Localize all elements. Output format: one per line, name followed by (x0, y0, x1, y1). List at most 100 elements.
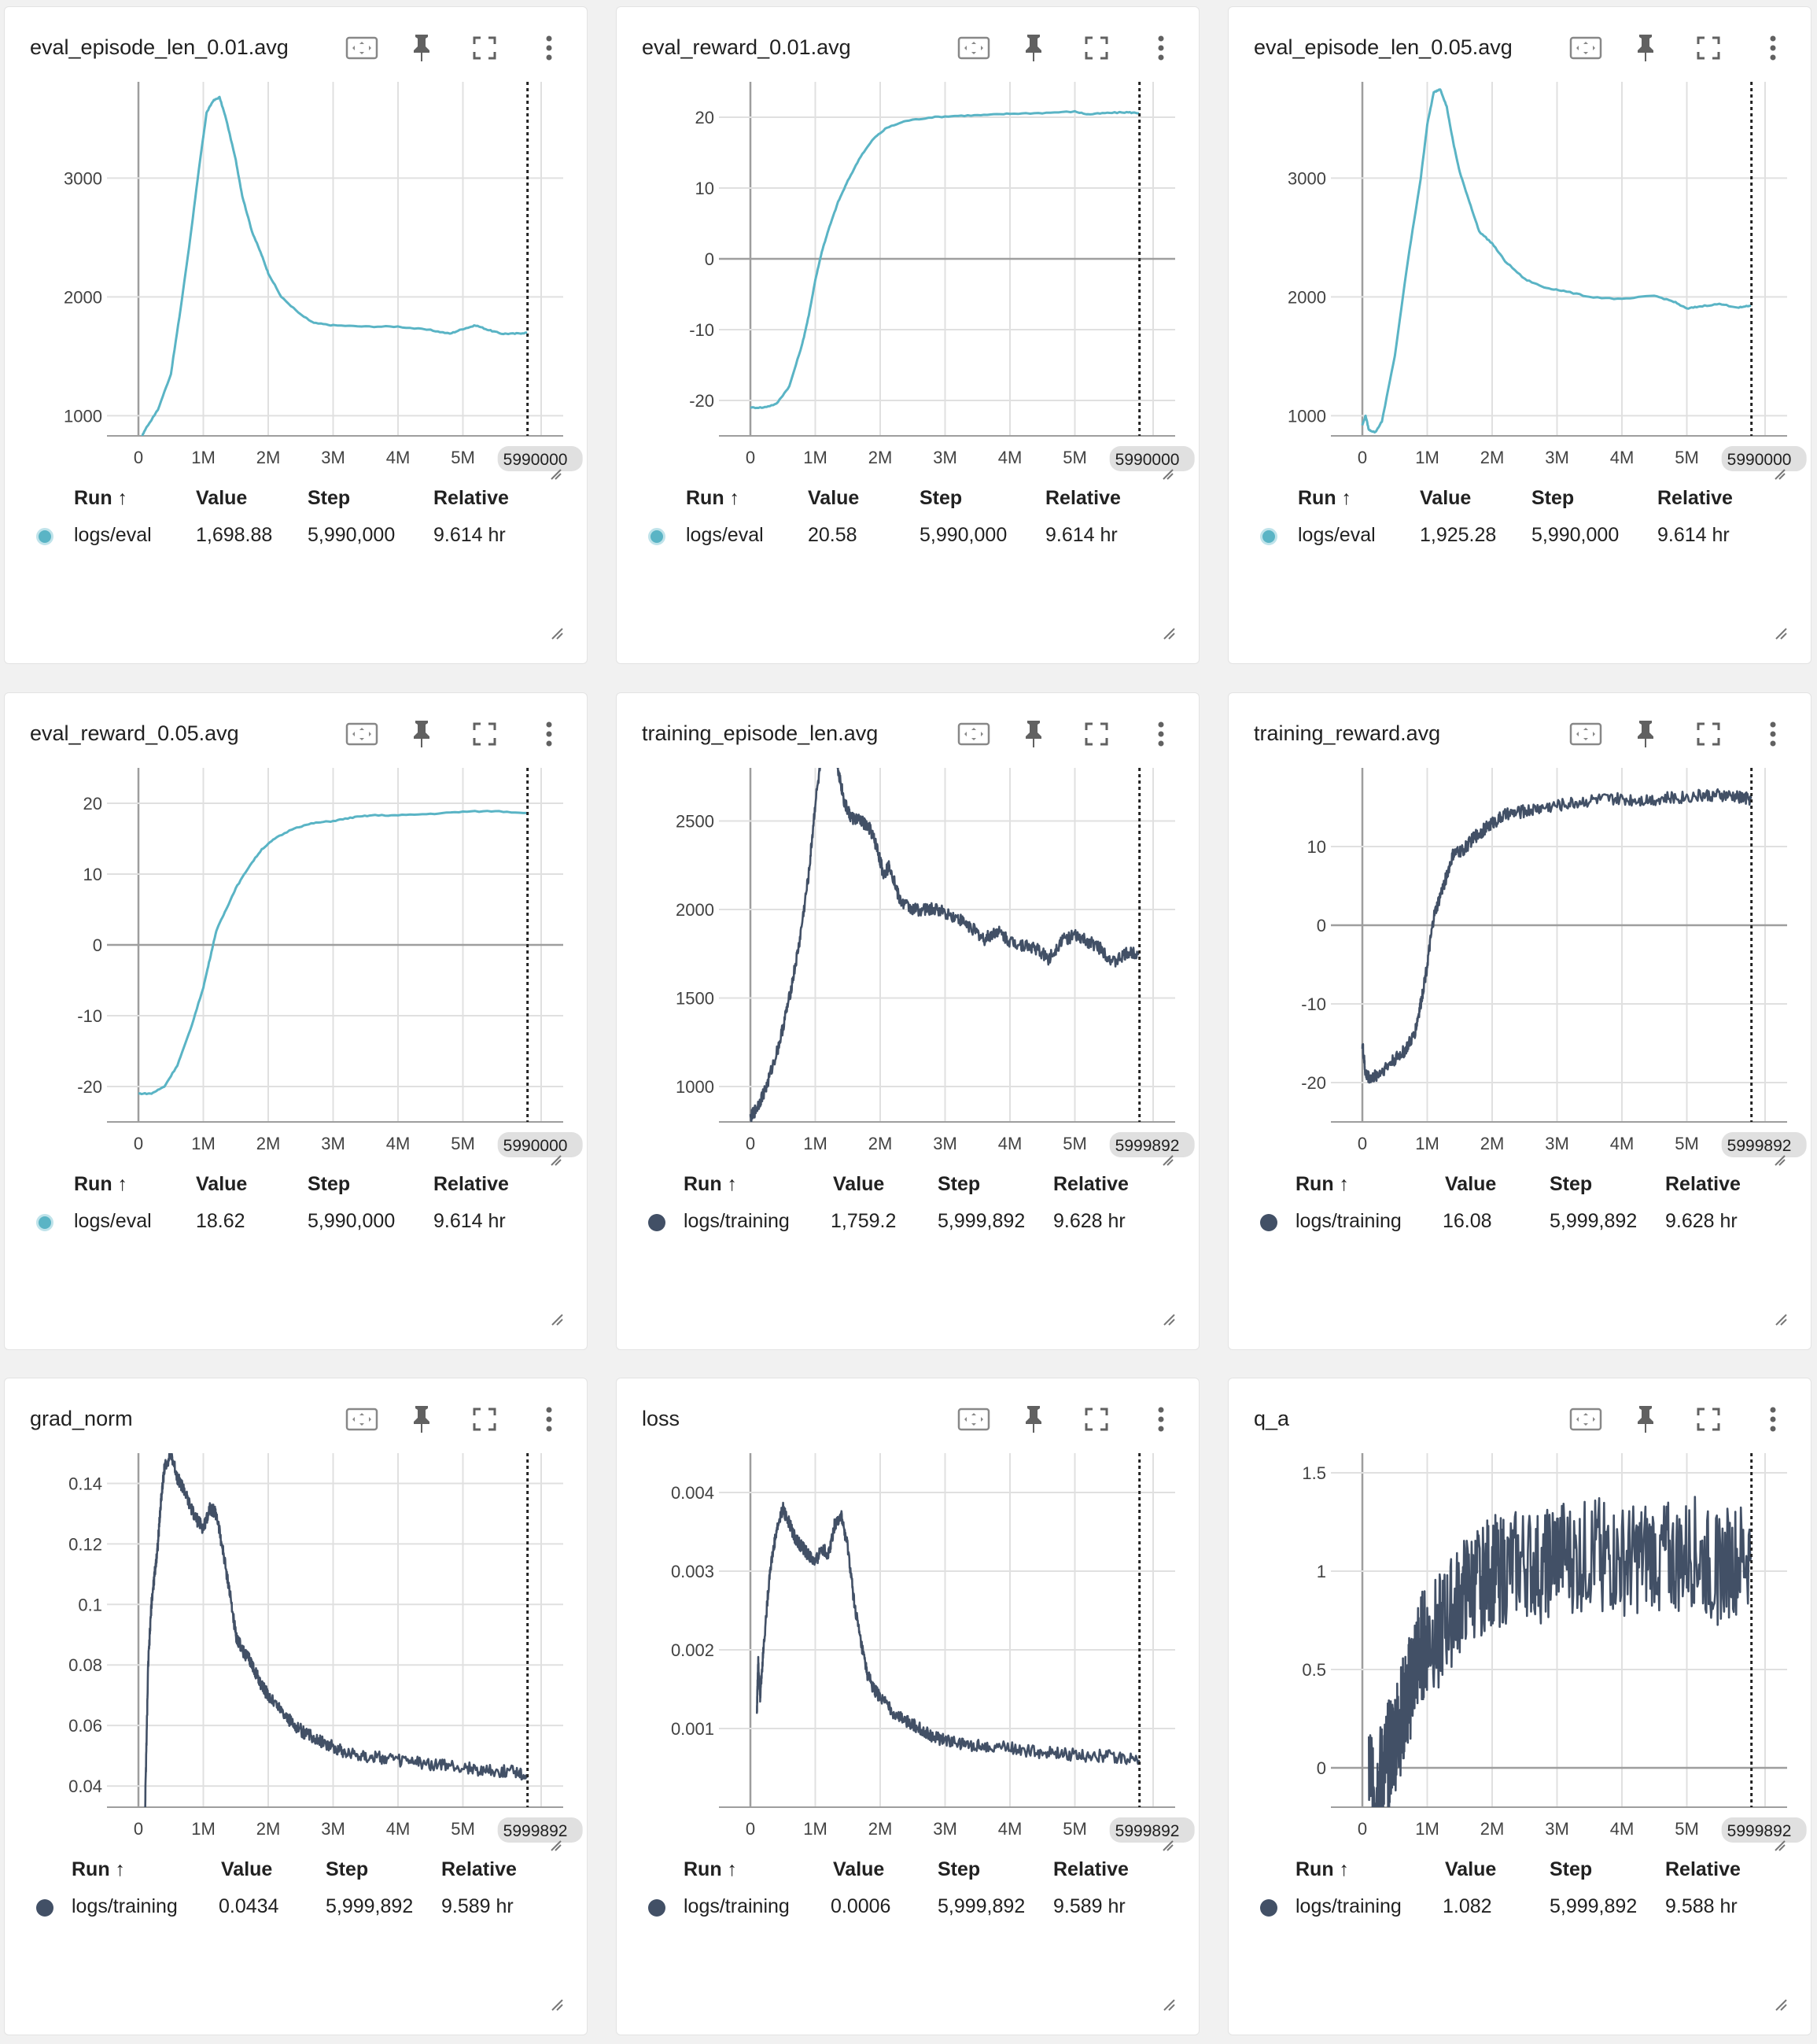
chart-plot: 0 1M 2M 3M 4M 5M -20 -10 0 10 20 5990000 (689, 82, 1195, 480)
y-tick-label: 0.1 (78, 1595, 102, 1614)
x-tick-label: 0 (134, 1819, 143, 1839)
y-tick-label: -10 (1301, 994, 1326, 1014)
resize-handle-icon[interactable] (551, 1998, 563, 2011)
x-tick-label: 1M (191, 448, 216, 467)
step-badge (1109, 446, 1195, 471)
x-tick-label: 0 (134, 448, 143, 467)
x-tick-label: 2M (1480, 448, 1505, 467)
resize-handle-icon[interactable] (1163, 1998, 1175, 2011)
step-badge (1109, 1817, 1195, 1843)
x-tick-label: 4M (998, 1819, 1023, 1839)
y-tick-label: 0.002 (671, 1640, 714, 1660)
fullscreen-icon[interactable] (1079, 1402, 1114, 1437)
fullscreen-icon[interactable] (1079, 31, 1114, 65)
y-tick-label: 2000 (64, 287, 102, 307)
more-vert-icon[interactable] (532, 717, 566, 751)
step-badge (1721, 446, 1807, 471)
more-vert-icon[interactable] (1144, 31, 1178, 65)
y-tick-label: 10 (83, 865, 102, 884)
fullscreen-icon[interactable] (467, 717, 502, 751)
pin-icon[interactable] (404, 717, 439, 751)
run-value: 1.082 (1443, 1895, 1492, 1917)
fit-domain-icon[interactable] (953, 31, 994, 65)
more-vert-icon[interactable] (532, 1402, 566, 1437)
header-run[interactable]: Run ↑ (72, 1858, 126, 1880)
y-tick-label: 1500 (676, 989, 714, 1009)
pin-icon[interactable] (1016, 1402, 1051, 1437)
resize-handle-icon[interactable] (1775, 1998, 1787, 2011)
y-tick-label: 2000 (676, 900, 714, 920)
header-run[interactable]: Run ↑ (684, 1173, 738, 1195)
resize-handle-icon[interactable] (1775, 627, 1787, 640)
fit-domain-icon[interactable] (953, 717, 994, 751)
y-tick-label: 0.04 (68, 1777, 102, 1796)
header-relative: Relative (433, 487, 509, 509)
fullscreen-icon[interactable] (467, 1402, 502, 1437)
step-badge-label: 5990000 (503, 451, 568, 469)
x-tick-label: 2M (256, 448, 281, 467)
run-name: logs/eval (686, 524, 764, 546)
fullscreen-icon[interactable] (1691, 1402, 1726, 1437)
chart-plot: 0 1M 2M 3M 4M 5M 0.001 0.002 0.003 0.004 5999892 (671, 1453, 1195, 1851)
pin-icon[interactable] (1628, 717, 1663, 751)
run-name: logs/training (684, 1210, 790, 1232)
more-vert-icon[interactable] (532, 31, 566, 65)
fit-domain-icon[interactable] (953, 1402, 994, 1437)
header-value: Value (1445, 1858, 1497, 1880)
pin-icon[interactable] (1628, 1402, 1663, 1437)
header-run[interactable]: Run ↑ (1295, 1173, 1350, 1195)
fullscreen-icon[interactable] (1079, 717, 1114, 751)
resize-handle-icon[interactable] (551, 627, 563, 640)
header-run[interactable]: Run ↑ (684, 1858, 738, 1880)
y-tick-label: 1.5 (1302, 1463, 1326, 1483)
header-run[interactable]: Run ↑ (686, 487, 740, 509)
header-run[interactable]: Run ↑ (74, 1173, 128, 1195)
header-run[interactable]: Run ↑ (1295, 1858, 1350, 1880)
fullscreen-icon[interactable] (1691, 717, 1726, 751)
step-badge (497, 1132, 583, 1157)
chart-card: training_episode_len.avg 0 1M 2M 3M 4M 5M 1000 1… (616, 692, 1200, 1350)
fit-domain-icon[interactable] (1565, 1402, 1606, 1437)
chart-plot: 0 1M 2M 3M 4M 5M -20 -10 0 10 5999892 (1301, 768, 1807, 1166)
x-tick-label: 4M (1610, 1819, 1635, 1839)
run-step: 5,999,892 (1550, 1210, 1638, 1232)
fullscreen-icon[interactable] (467, 31, 502, 65)
run-name: logs/training (72, 1895, 178, 1917)
resize-handle-icon[interactable] (551, 1313, 563, 1326)
x-tick-label: 2M (868, 1819, 893, 1839)
more-vert-icon[interactable] (1756, 717, 1790, 751)
pin-icon[interactable] (1628, 31, 1663, 65)
resize-handle-icon[interactable] (1775, 1313, 1787, 1326)
more-vert-icon[interactable] (1144, 1402, 1178, 1437)
pin-icon[interactable] (1016, 31, 1051, 65)
y-tick-label: 3000 (1288, 168, 1326, 188)
pin-icon[interactable] (404, 31, 439, 65)
header-relative: Relative (433, 1173, 509, 1195)
pin-icon[interactable] (404, 1402, 439, 1437)
fit-domain-icon[interactable] (1565, 31, 1606, 65)
pin-icon[interactable] (1016, 717, 1051, 751)
x-tick-label: 0 (134, 1134, 143, 1153)
series-line (138, 810, 528, 1096)
run-relative: 9.614 hr (433, 1210, 506, 1232)
run-name: logs/eval (74, 1210, 152, 1232)
resize-handle-icon[interactable] (1163, 627, 1175, 640)
more-vert-icon[interactable] (1756, 1402, 1790, 1437)
fit-domain-icon[interactable] (341, 1402, 382, 1437)
series-line (1361, 88, 1752, 434)
fit-domain-icon[interactable] (341, 31, 382, 65)
header-run[interactable]: Run ↑ (1298, 487, 1352, 509)
x-tick-label: 1M (803, 448, 827, 467)
more-vert-icon[interactable] (1144, 717, 1178, 751)
header-run[interactable]: Run ↑ (74, 487, 128, 509)
fit-domain-icon[interactable] (1565, 717, 1606, 751)
card-title: q_a (1254, 1407, 1290, 1430)
run-color-dot (648, 528, 665, 545)
series-line (750, 109, 1140, 410)
run-relative: 9.614 hr (433, 524, 506, 546)
fit-domain-icon[interactable] (341, 717, 382, 751)
resize-handle-icon[interactable] (1163, 1313, 1175, 1326)
more-vert-icon[interactable] (1756, 31, 1790, 65)
x-tick-label: 4M (998, 448, 1023, 467)
fullscreen-icon[interactable] (1691, 31, 1726, 65)
